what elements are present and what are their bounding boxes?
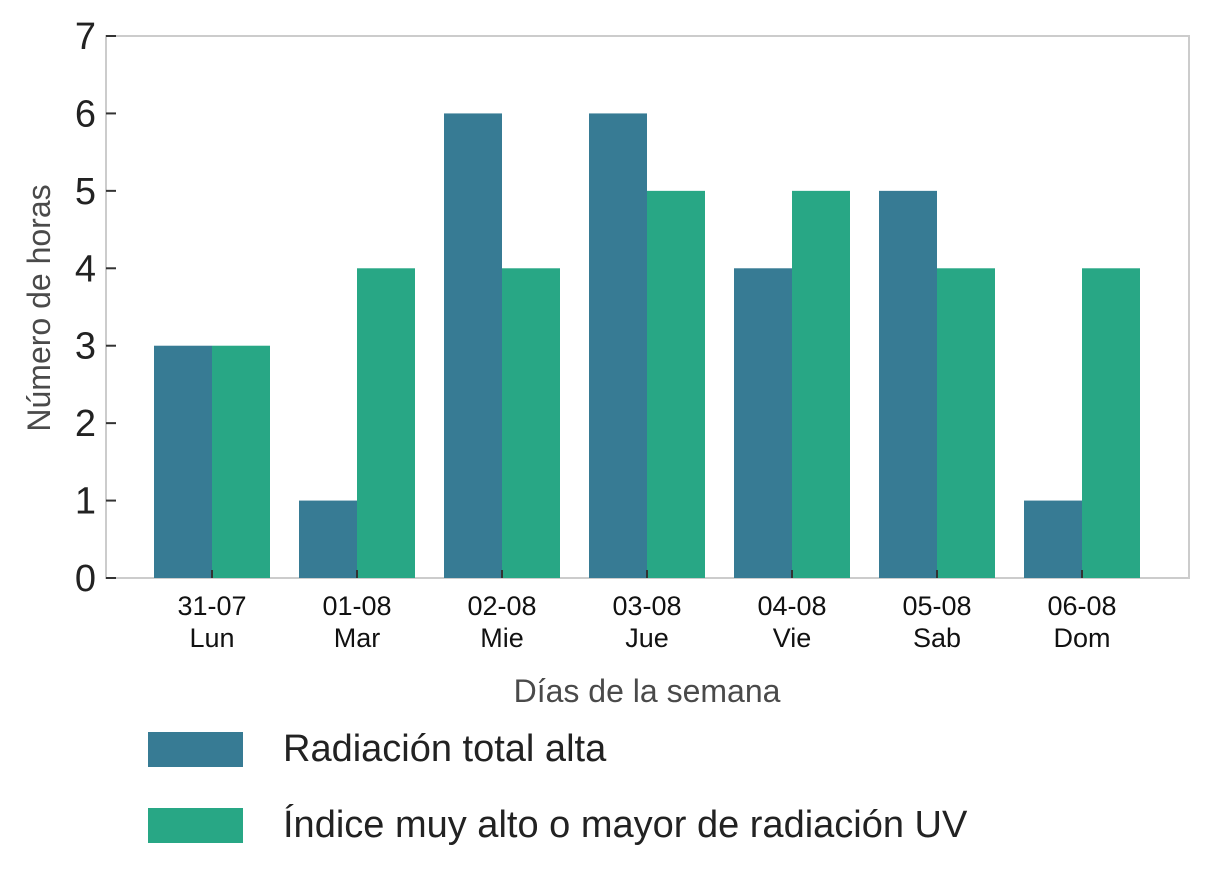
legend-item-indice-uv: Índice muy alto o mayor de radiación UV xyxy=(148,800,967,850)
legend-label-indice-uv: Índice muy alto o mayor de radiación UV xyxy=(283,803,968,846)
bars-group xyxy=(154,113,1140,578)
legend-label-radiacion-total: Radiación total alta xyxy=(283,727,607,770)
bar-series-1-2 xyxy=(502,268,560,578)
bar-series-1-3 xyxy=(647,190,705,578)
x-tick-label: 04-08 Vie xyxy=(757,591,826,653)
x-tick-label: 31-07 Lun xyxy=(177,591,246,653)
y-tick-label: 5 xyxy=(75,171,96,213)
x-tick-label: 03-08 Jue xyxy=(612,591,681,653)
y-tick-label: 3 xyxy=(75,326,96,368)
y-tick-label: 2 xyxy=(75,403,96,445)
x-axis-title: Días de la semana xyxy=(514,673,781,709)
legend-swatch-radiacion-total xyxy=(148,731,243,767)
bar-series-0-4 xyxy=(734,268,792,578)
bar-series-1-1 xyxy=(357,268,415,578)
bar-series-0-2 xyxy=(444,113,502,578)
y-axis-title: Número de horas xyxy=(21,184,57,431)
y-tick-label: 1 xyxy=(75,481,96,523)
y-axis: 0 1 2 3 4 5 6 7 xyxy=(75,16,116,600)
legend-item-radiacion-total: Radiación total alta xyxy=(148,724,967,774)
bar-series-0-3 xyxy=(589,113,647,578)
x-tick-label: 02-08 Mie xyxy=(467,591,536,653)
bar-series-1-5 xyxy=(937,268,995,578)
x-tick-label: 05-08 Sab xyxy=(902,591,971,653)
legend-swatch-indice-uv xyxy=(148,807,243,843)
bar-series-1-4 xyxy=(792,190,850,578)
x-tick-label: 06-08 Dom xyxy=(1047,591,1116,653)
y-tick-label: 0 xyxy=(75,558,96,600)
legend: Radiación total alta Índice muy alto o m… xyxy=(148,724,967,876)
x-axis: 31-07 Lun 01-08 Mar 02-08 Mie 03-08 Jue 04-08 Vie… xyxy=(177,570,1117,653)
bar-series-1-0 xyxy=(212,345,270,578)
bar-series-0-0 xyxy=(154,345,212,578)
y-tick-label: 7 xyxy=(75,16,96,58)
bar-series-0-1 xyxy=(299,500,357,578)
bar-series-0-5 xyxy=(879,190,937,578)
y-tick-label: 4 xyxy=(75,248,96,290)
bar-series-1-6 xyxy=(1082,268,1140,578)
x-tick-label: 01-08 Mar xyxy=(322,591,391,653)
y-tick-label: 6 xyxy=(75,93,96,135)
bar-series-0-6 xyxy=(1024,500,1082,578)
